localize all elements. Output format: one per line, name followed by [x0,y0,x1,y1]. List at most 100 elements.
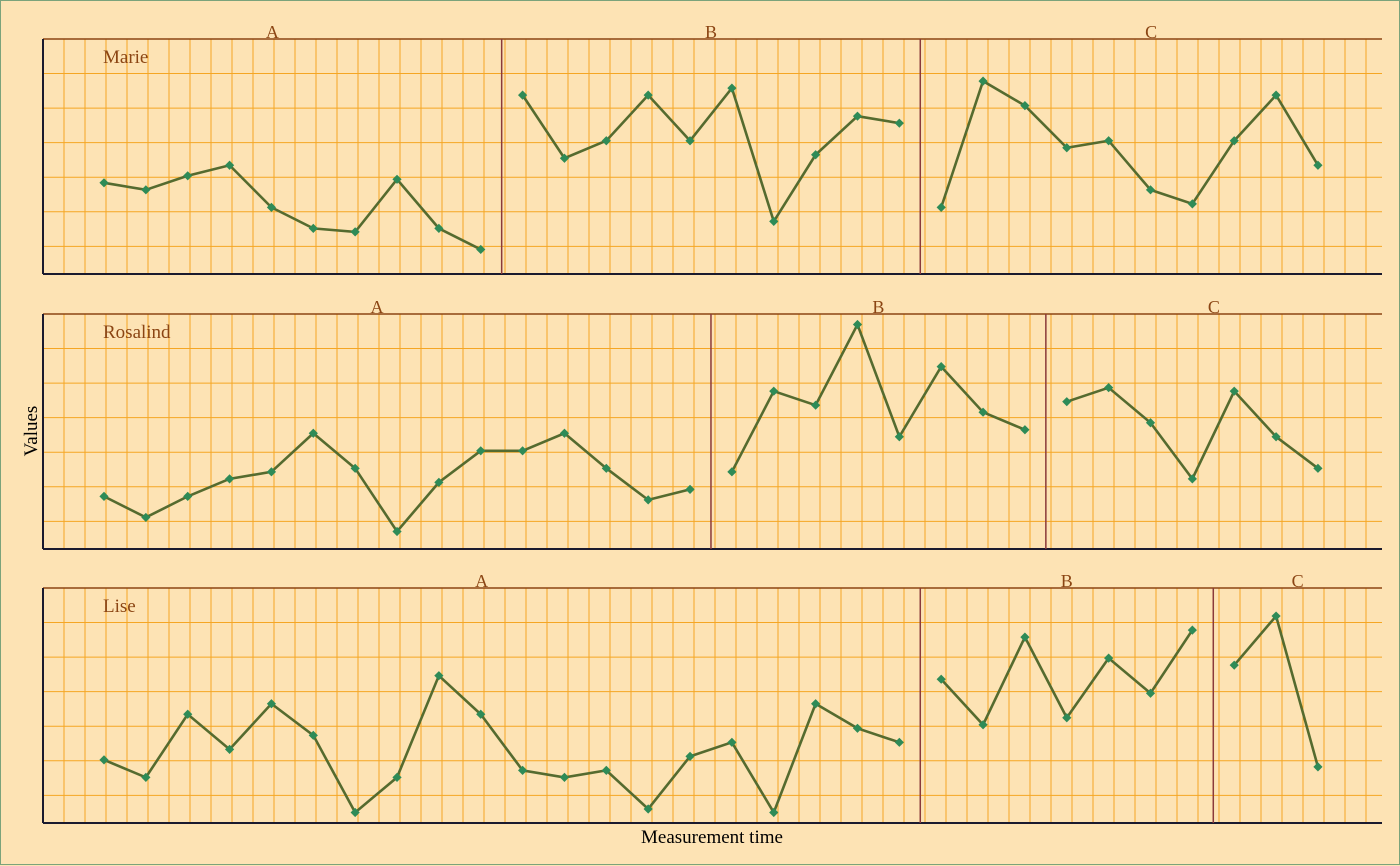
data-point-marker [643,804,653,814]
panel-background [43,588,1382,823]
phase-label-b: B [705,22,717,42]
data-point-marker [1187,625,1197,635]
data-point-marker [811,699,821,709]
data-point-marker [643,495,653,505]
phase-label-b: B [872,297,884,317]
data-point-marker [1062,397,1072,407]
data-point-marker [559,153,570,163]
panel-marie: A B C Marie [42,22,1382,275]
data-point-marker [518,765,528,775]
phase-label-c: C [1145,22,1157,42]
y-axis-label: Values [21,406,42,457]
data-point-marker [559,772,570,783]
data-point-marker [99,755,109,765]
data-point-marker [99,491,109,501]
phase-label-c: C [1208,297,1220,317]
participant-name: Lise [103,596,136,617]
data-point-marker [1062,713,1072,723]
data-point-marker [1187,199,1197,209]
data-point-marker [308,428,318,438]
data-point-marker [936,202,946,212]
data-point-marker [392,174,402,184]
panel-rosalind: A B C Rosalind [42,297,1382,550]
data-point-marker [1104,383,1114,393]
data-point-marker [1104,136,1114,146]
data-point-marker [476,244,486,255]
data-point-marker [936,674,946,684]
series-line-phase-a [103,673,900,816]
data-point-marker [1313,160,1323,170]
data-point-marker [811,150,821,160]
data-point-marker [852,319,863,330]
data-point-marker [392,526,402,537]
participant-name: Rosalind [103,322,171,343]
phase-label-a: A [370,297,383,317]
panel-lise: A B C Lise [42,571,1382,824]
data-point-marker [266,467,277,477]
data-point-marker [685,136,695,146]
data-point-marker [224,744,235,754]
x-axis-label: Measurement time [641,827,783,848]
data-point-marker [769,807,779,818]
data-point-marker [308,730,318,740]
data-point-marker [559,428,570,438]
data-point-marker [1020,425,1030,435]
data-point-marker [894,737,904,747]
data-point-marker [350,807,360,818]
data-point-marker [1187,474,1197,484]
data-point-marker [601,463,611,473]
data-point-marker [936,362,946,372]
data-point-marker [643,90,653,100]
data-point-marker [183,171,193,181]
series-line-phase-c [939,79,1320,208]
phase-label-b: B [1061,571,1073,591]
data-point-marker [224,474,235,484]
data-point-marker [894,432,904,442]
data-point-marker [183,491,193,501]
data-point-marker [266,202,277,212]
data-point-marker [1104,653,1114,663]
data-point-marker [727,83,737,93]
data-point-marker [434,223,444,234]
series-line-phase-b [730,321,1026,473]
data-point-marker [392,772,402,783]
data-point-marker [978,76,988,86]
data-point-marker [434,477,444,487]
data-point-marker [1145,688,1156,698]
data-point-marker [1229,386,1239,396]
data-point-marker [1062,143,1072,153]
data-point-marker [769,386,779,396]
data-point-marker [978,407,988,417]
data-point-marker [518,446,528,456]
data-point-marker [183,709,193,719]
panel-background [43,314,1382,549]
data-point-marker [769,216,779,226]
data-point-marker [1145,418,1156,428]
data-point-marker [1271,611,1281,621]
data-point-marker [1313,463,1323,473]
data-point-marker [1020,632,1030,642]
data-point-marker [141,512,151,523]
data-point-marker [434,671,444,681]
data-point-marker [1271,90,1281,100]
participant-name: Marie [103,47,148,68]
data-point-marker [518,90,528,100]
data-point-marker [1229,136,1239,146]
data-point-marker [601,765,611,775]
data-point-marker [1020,101,1030,111]
data-point-marker [685,484,695,494]
data-point-marker [141,185,151,195]
phase-label-a: A [266,22,279,42]
data-point-marker [224,160,235,170]
data-point-marker [727,737,737,747]
phase-label-a: A [475,571,488,591]
data-point-marker [727,467,737,477]
panels-group: A B C Marie A B C Rosalind A B C Lise [42,22,1382,824]
panel-background [43,39,1382,274]
data-point-marker [601,136,611,146]
data-point-marker [476,446,486,456]
data-point-marker [852,723,863,733]
data-point-marker [978,720,988,730]
